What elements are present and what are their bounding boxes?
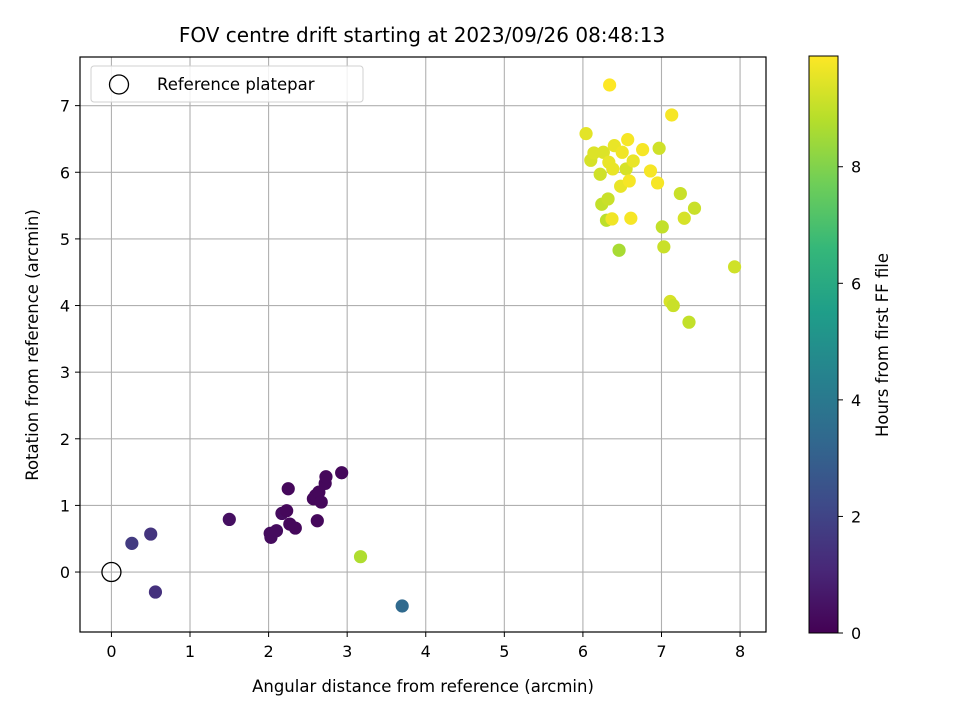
data-point: [319, 470, 333, 484]
data-point: [269, 524, 284, 538]
data-point: [622, 174, 636, 188]
y-axis-ticks: 0 1 2 3 4 5 6 7: [60, 97, 80, 582]
data-point: [125, 536, 139, 550]
data-point: [593, 167, 607, 181]
data-point: [687, 201, 702, 215]
data-point: [148, 585, 163, 599]
data-point: [579, 127, 593, 141]
data-point: [603, 78, 617, 92]
colorbar-tick-label: 8: [851, 158, 861, 177]
data-point: [612, 243, 626, 257]
data-point: [606, 162, 620, 176]
y-tick-label: 5: [60, 230, 70, 249]
x-tick-label: 8: [735, 642, 745, 661]
colorbar-gradient: [808, 55, 839, 634]
colorbar: 0 2 4 6 8 Hours from first FF file: [808, 55, 892, 643]
x-tick-label: 6: [578, 642, 588, 661]
data-point: [655, 220, 669, 234]
colorbar-tick-label: 6: [851, 274, 861, 293]
data-point: [601, 192, 615, 206]
data-point: [596, 145, 610, 159]
data-point: [314, 495, 328, 509]
y-tick-label: 0: [60, 563, 70, 582]
data-point: [665, 108, 679, 122]
data-point: [222, 512, 236, 526]
x-axis-label: Angular distance from reference (arcmin): [252, 677, 594, 696]
data-point: [636, 143, 650, 157]
data-points: [125, 78, 742, 613]
x-tick-label: 0: [106, 642, 116, 661]
colorbar-tick-label: 0: [851, 624, 861, 643]
data-point: [621, 133, 635, 147]
data-point: [624, 211, 638, 225]
data-point: [682, 315, 696, 329]
data-point: [727, 260, 742, 274]
data-point: [652, 141, 666, 155]
x-tick-label: 5: [499, 642, 509, 661]
data-point: [310, 514, 324, 528]
y-tick-label: 4: [60, 297, 70, 316]
data-point: [280, 504, 294, 518]
colorbar-label: Hours from first FF file: [873, 253, 892, 437]
grid-lines: [80, 57, 766, 632]
reference-marker-layer: [101, 561, 122, 583]
legend-reference-marker-icon: [108, 74, 130, 95]
y-tick-label: 2: [60, 430, 70, 449]
data-point: [353, 550, 368, 564]
plot-area-frame: [79, 56, 767, 633]
x-tick-label: 2: [263, 642, 273, 661]
y-tick-label: 1: [60, 496, 70, 515]
data-point: [643, 164, 658, 178]
data-point: [395, 599, 409, 613]
y-tick-label: 3: [60, 363, 70, 382]
data-point: [666, 298, 680, 313]
colorbar-tick-label: 4: [851, 391, 861, 410]
legend-entry-label: Reference platepar: [157, 75, 315, 94]
x-tick-label: 4: [421, 642, 431, 661]
legend: Reference platepar: [90, 65, 364, 103]
data-point: [144, 527, 158, 541]
data-point: [677, 211, 691, 225]
data-point: [605, 212, 619, 226]
data-point: [615, 145, 629, 159]
legend-box: [90, 65, 364, 103]
data-point: [281, 482, 295, 496]
chart-title: FOV centre drift starting at 2023/09/26 …: [179, 23, 665, 47]
colorbar-ticks: 0 2 4 6 8: [838, 158, 861, 643]
data-point: [288, 521, 302, 535]
x-tick-label: 7: [656, 642, 666, 661]
data-point: [335, 466, 349, 480]
colorbar-tick-label: 2: [851, 507, 861, 526]
y-axis-label: Rotation from reference (arcmin): [23, 209, 42, 481]
data-point: [650, 176, 665, 190]
y-tick-label: 7: [60, 97, 70, 116]
x-tick-label: 3: [342, 642, 352, 661]
data-point: [673, 186, 687, 201]
reference-platepar-marker: [101, 561, 122, 583]
x-tick-label: 1: [185, 642, 195, 661]
x-axis-ticks: 0 1 2 3 4 5 6 7 8: [106, 632, 745, 661]
y-tick-label: 6: [60, 163, 70, 182]
data-point: [657, 240, 671, 254]
data-point: [587, 146, 601, 160]
data-point: [626, 154, 640, 168]
